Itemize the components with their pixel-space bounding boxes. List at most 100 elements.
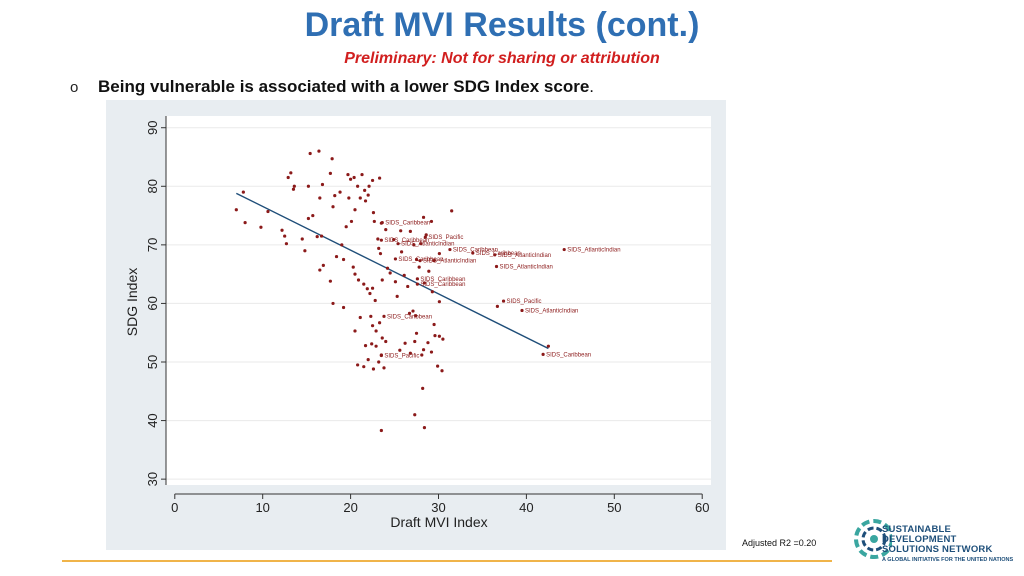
point-label: SIDS_Caribbean [420, 282, 465, 288]
sdsn-logo-text: SUSTAINABLE DEVELOPMENT SOLUTIONS NETWOR… [882, 525, 1020, 565]
data-point [300, 237, 304, 241]
data-point [328, 171, 332, 175]
y-tick-label: 50 [145, 355, 160, 369]
data-point [429, 350, 434, 354]
point-label: SIDS_Caribbean [387, 314, 432, 320]
data-point [306, 216, 311, 221]
y-tick-label: 80 [145, 179, 160, 193]
data-point [266, 209, 270, 214]
data-point [241, 190, 245, 194]
data-point [432, 322, 436, 327]
data-point [292, 184, 296, 188]
data-point [243, 221, 247, 225]
data-point [411, 309, 415, 313]
labeled-data-point [520, 308, 524, 313]
point-label: SIDS_AtlanticIndian [500, 265, 553, 271]
data-point [414, 257, 419, 262]
point-label: SIDS_Caribbean [476, 251, 521, 257]
data-point [286, 175, 290, 180]
logo-line-1: SUSTAINABLE DEVELOPMENT [882, 524, 957, 545]
y-tick-label: 40 [145, 413, 160, 427]
data-point [378, 252, 383, 256]
y-tick-label: 30 [145, 472, 160, 486]
data-point [429, 219, 434, 224]
data-point [331, 301, 335, 306]
labeled-data-point [415, 282, 420, 286]
point-label: SIDS_Caribbean [453, 248, 498, 254]
data-point [259, 225, 263, 229]
data-point [402, 273, 406, 277]
data-point [338, 190, 342, 194]
data-point [441, 337, 445, 341]
x-tick-label: 20 [343, 500, 357, 515]
data-point [330, 157, 334, 161]
data-point [303, 249, 307, 253]
data-point [413, 413, 417, 417]
bullet-period: . [589, 77, 595, 96]
data-point [356, 184, 360, 188]
data-point [393, 280, 398, 284]
data-point [372, 219, 376, 224]
labeled-data-point [379, 353, 383, 358]
data-point [291, 187, 296, 191]
data-point [380, 278, 384, 282]
data-point [319, 234, 324, 238]
data-point [421, 386, 425, 390]
x-tick-label: 60 [695, 500, 709, 515]
x-axis-label: Draft MVI Index [390, 514, 487, 530]
data-point [280, 228, 284, 232]
data-point [407, 311, 412, 315]
data-point [346, 172, 350, 177]
data-point [370, 324, 375, 328]
data-point [399, 229, 403, 233]
data-point [414, 314, 418, 318]
point-label: SIDS_AtlanticIndian [423, 259, 476, 265]
data-point [408, 351, 412, 355]
labeled-data-point [423, 235, 427, 239]
data-point [378, 321, 382, 325]
data-point [420, 353, 424, 357]
point-label: SIDS_Caribbean [385, 221, 430, 227]
data-point [353, 272, 357, 276]
data-point [234, 208, 238, 212]
data-point [328, 279, 332, 283]
x-tick-label: 30 [431, 500, 445, 515]
sdsn-emblem-icon [854, 519, 892, 559]
labeled-data-point [501, 299, 506, 303]
data-point [311, 213, 315, 218]
data-point [433, 334, 437, 338]
data-point [450, 209, 454, 213]
logo-line-2: SOLUTIONS NETWORK [882, 544, 993, 555]
data-point [395, 294, 399, 298]
data-point [362, 282, 366, 286]
data-point [347, 196, 351, 200]
data-point [353, 208, 357, 212]
data-point [320, 182, 325, 187]
x-tick-label: 40 [519, 500, 533, 515]
point-label: SIDS_Caribbean [420, 277, 465, 283]
data-point [371, 367, 376, 371]
data-point [318, 268, 322, 272]
data-point [380, 336, 384, 340]
data-point [321, 263, 325, 267]
data-point [340, 243, 344, 247]
data-point [341, 257, 346, 262]
labeled-data-point [448, 247, 452, 252]
data-point [373, 298, 377, 303]
data-point [371, 211, 376, 215]
data-point [308, 151, 312, 156]
data-point [351, 265, 355, 269]
data-point [358, 315, 362, 320]
x-tick-label: 50 [607, 500, 621, 515]
point-label: SIDS_Pacific [384, 354, 419, 360]
x-tick-label: 10 [255, 500, 269, 515]
data-point [317, 149, 321, 153]
data-point [426, 341, 430, 345]
point-label: SIDS_Pacific [428, 235, 463, 241]
data-point [367, 184, 371, 188]
data-point [495, 304, 499, 308]
data-point [341, 305, 346, 310]
data-point [382, 366, 386, 370]
data-point [427, 269, 431, 273]
x-tick-label: 0 [171, 500, 178, 515]
